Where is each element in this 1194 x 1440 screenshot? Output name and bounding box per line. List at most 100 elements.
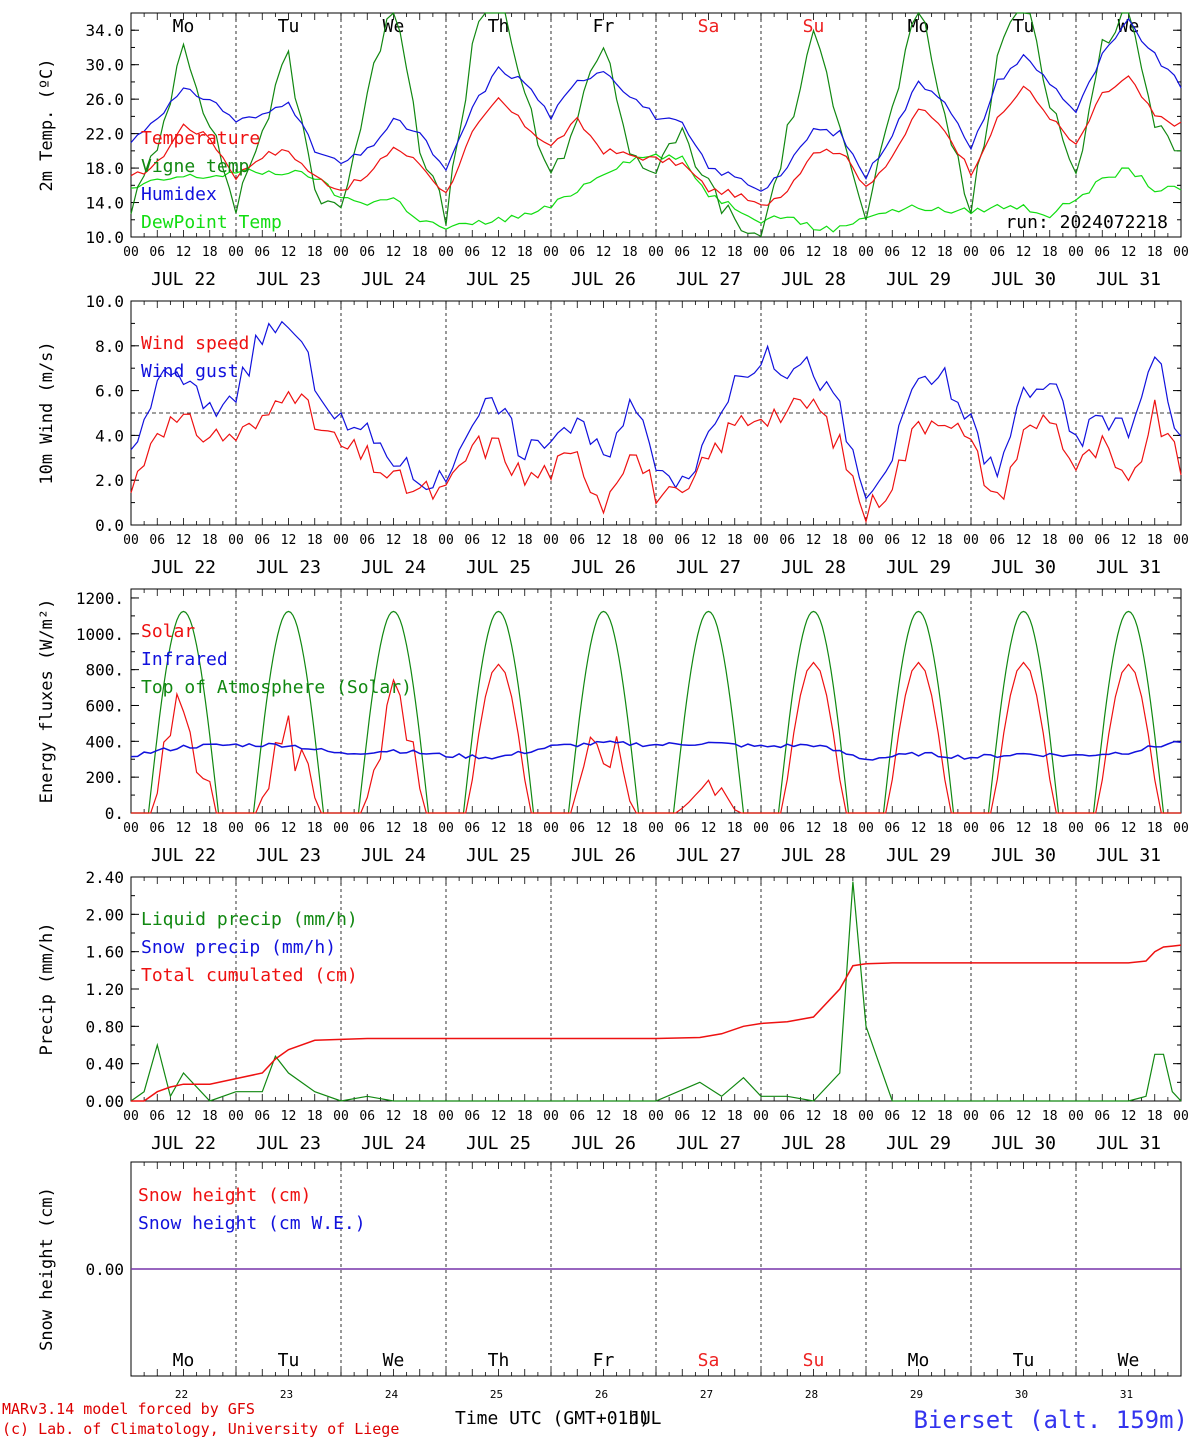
hour-tick-label: 12 (596, 245, 612, 260)
date-label: JUL 24 (361, 557, 426, 578)
series-line-temperature (130, 75, 1182, 206)
y-tick-label: 6.0 (95, 382, 124, 401)
hour-tick-label: 00 (753, 533, 769, 548)
hour-tick-label: 06 (254, 1109, 270, 1124)
date-label: JUL 22 (151, 557, 216, 578)
y-tick-label: 14.0 (85, 194, 124, 213)
hour-tick-label: 06 (779, 245, 795, 260)
hour-tick-label: 06 (1094, 821, 1110, 836)
y-axis-label: Snow height (cm) (37, 1187, 57, 1351)
y-tick-label: 4.0 (95, 426, 124, 445)
day-number-label: 22 (175, 1388, 188, 1401)
hour-tick-label: 00 (963, 245, 979, 260)
date-label: JUL 25 (466, 845, 531, 866)
hour-tick-label: 00 (123, 1109, 139, 1124)
legend-entry: Top of Atmosphere (Solar) (141, 677, 412, 698)
legend-entry: Snow precip (mm/h) (141, 937, 336, 958)
hour-tick-label: 06 (989, 821, 1005, 836)
legend-entry: Vigne temp (141, 156, 249, 177)
y-tick-label: 2.40 (85, 868, 124, 887)
day-name-label: Th (488, 1350, 510, 1371)
day-name-label: Fr (593, 1350, 615, 1371)
date-label: JUL 26 (571, 1133, 636, 1154)
day-number-label: 30 (1015, 1388, 1028, 1401)
hour-tick-label: 12 (701, 533, 717, 548)
hour-tick-label: 12 (1016, 1109, 1032, 1124)
hour-tick-label: 06 (359, 821, 375, 836)
hour-tick-label: 12 (806, 821, 822, 836)
y-tick-label: 1200. (76, 589, 124, 608)
hour-tick-label: 12 (596, 1109, 612, 1124)
date-label: JUL 24 (361, 845, 426, 866)
legend-entry: Snow height (cm W.E.) (138, 1213, 366, 1234)
y-tick-label: 34.0 (85, 21, 124, 40)
hour-tick-label: 00 (543, 821, 559, 836)
date-label: JUL 26 (571, 557, 636, 578)
y-axis-label: 2m Temp. (ºC) (37, 58, 57, 191)
hour-tick-label: 00 (753, 245, 769, 260)
hour-tick-label: 18 (202, 533, 218, 548)
day-number-label: 25 (490, 1388, 503, 1401)
y-tick-label: 2.0 (95, 471, 124, 490)
series-line-humidex (130, 17, 1182, 192)
hour-tick-label: 06 (884, 533, 900, 548)
date-label: JUL 31 (1096, 557, 1161, 578)
hour-tick-label: 18 (1042, 821, 1058, 836)
hour-tick-label: 18 (727, 1109, 743, 1124)
hour-tick-label: 00 (963, 821, 979, 836)
y-tick-label: 1000. (76, 625, 124, 644)
y-axis-label: 10m Wind (m/s) (37, 341, 57, 484)
model-credit: MARv3.14 model forced by GFS (2, 1400, 255, 1418)
hour-tick-label: 12 (911, 821, 927, 836)
hour-tick-label: 18 (727, 245, 743, 260)
hour-tick-label: 12 (176, 1109, 192, 1124)
hour-tick-label: 00 (648, 1109, 664, 1124)
y-axis-label: Precip (mm/h) (37, 922, 57, 1055)
hour-tick-label: 12 (596, 533, 612, 548)
hour-tick-label: 18 (832, 533, 848, 548)
hour-tick-label: 12 (911, 533, 927, 548)
series-line-wind-speed (130, 390, 1182, 524)
hour-tick-label: 12 (911, 1109, 927, 1124)
day-number-label: 27 (700, 1388, 713, 1401)
legend-entry: Liquid precip (mm/h) (141, 909, 358, 930)
hour-tick-label: 00 (543, 245, 559, 260)
y-tick-label: 26.0 (85, 90, 124, 109)
legend-entry: Humidex (141, 184, 217, 205)
y-tick-label: 2.00 (85, 905, 124, 924)
hour-tick-label: 06 (1094, 1109, 1110, 1124)
copyright-credit: (c) Lab. of Climatology, University of L… (2, 1420, 399, 1438)
y-tick-label: 200. (85, 768, 124, 787)
date-label: JUL 30 (991, 557, 1056, 578)
series-line-solar (131, 661, 1181, 814)
panel-4: 0.00 0.40 0.80 1.20 1.60 2.00 2.40 Precip (mm/h… (37, 868, 1189, 1154)
hour-tick-label: 00 (438, 1109, 454, 1124)
hour-tick-label: 18 (1042, 533, 1058, 548)
hour-tick-label: 00 (753, 1109, 769, 1124)
hour-tick-label: 18 (412, 1109, 428, 1124)
hour-tick-label: 06 (464, 821, 480, 836)
hour-tick-label: 12 (281, 1109, 297, 1124)
hour-tick-label: 00 (858, 245, 874, 260)
hour-tick-label: 18 (622, 245, 638, 260)
hour-tick-label: 06 (674, 533, 690, 548)
hour-tick-label: 06 (569, 245, 585, 260)
y-tick-label: 800. (85, 661, 124, 680)
hour-tick-label: 18 (307, 1109, 323, 1124)
day-name-label: Tu (1013, 16, 1035, 37)
y-tick-label: 0.00 (85, 1092, 124, 1111)
run-annotation: run: 2024072218 (1005, 212, 1168, 233)
hour-tick-label: 18 (622, 821, 638, 836)
date-label: JUL 23 (256, 557, 321, 578)
series-line-infrared (130, 740, 1182, 761)
hour-tick-label: 12 (1016, 821, 1032, 836)
hour-tick-label: 06 (464, 245, 480, 260)
hour-tick-label: 18 (832, 821, 848, 836)
hour-tick-label: 18 (412, 245, 428, 260)
legend-entry: Wind gust (141, 361, 239, 382)
hour-tick-label: 18 (1147, 1109, 1163, 1124)
date-label: JUL 31 (1096, 845, 1161, 866)
y-tick-label: 400. (85, 732, 124, 751)
day-name-label: Mo (908, 1350, 930, 1371)
hour-tick-label: 12 (386, 821, 402, 836)
